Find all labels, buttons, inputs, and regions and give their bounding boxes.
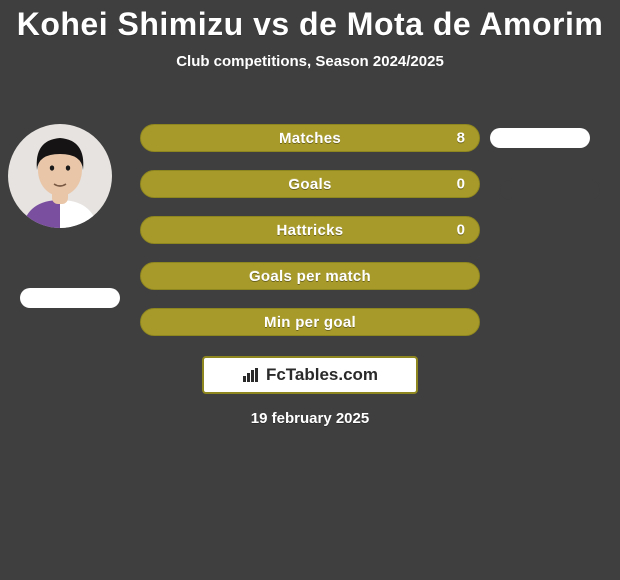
stat-bar: Goals per match [140,262,480,290]
stats-bars: Matches 8 Goals 0 Hattricks 0 Goals per match M… [140,124,480,354]
infographic-canvas: Kohei Shimizu vs de Mota de Amorim Club … [0,0,620,580]
stat-bar: Goals 0 [140,170,480,198]
stat-label: Min per goal [264,314,356,331]
stat-bar: Min per goal [140,308,480,336]
stat-label: Matches [279,130,341,147]
logo-text: FcTables.com [266,365,378,385]
stat-value: 0 [457,176,465,193]
stat-value: 8 [457,130,465,147]
stat-value: 0 [457,222,465,239]
decorative-pill [20,288,120,308]
avatar-image [8,124,112,228]
player-avatar [8,124,112,228]
decorative-pill [490,128,590,148]
stat-bar: Hattricks 0 [140,216,480,244]
decorative-pill [500,180,600,200]
stat-bar: Matches 8 [140,124,480,152]
page-title: Kohei Shimizu vs de Mota de Amorim [0,0,620,43]
fctables-logo: FcTables.com [202,356,418,394]
stat-label: Hattricks [277,222,344,239]
bar-chart-icon [242,368,260,382]
date-label: 19 february 2025 [251,410,369,427]
stat-label: Goals per match [249,268,371,285]
stat-label: Goals [288,176,331,193]
subtitle: Club competitions, Season 2024/2025 [0,53,620,70]
